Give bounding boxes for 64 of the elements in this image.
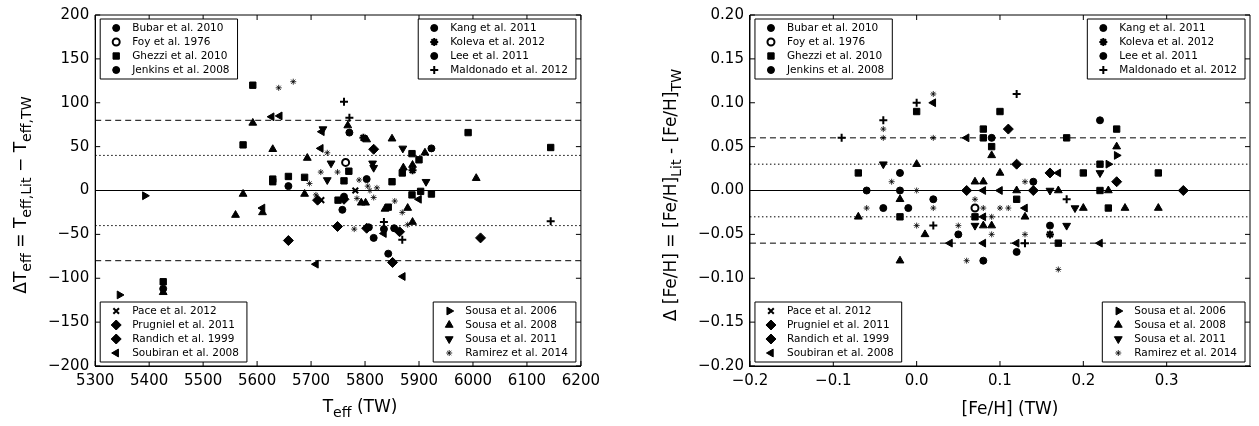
x-tick-label: 6200 [561, 370, 601, 389]
y-tick-label: 0.10 [710, 92, 744, 111]
legend-label: Jenkins et al. 2008 [785, 62, 885, 75]
legend-label: Maldonado et al. 2012 [450, 62, 568, 75]
x-tick-label: 0.0 [904, 370, 929, 389]
y-tick-label: −150 [48, 312, 90, 331]
legend-label: Prugniel et al. 2011 [786, 317, 890, 330]
legend-label: Koleva et al. 2012 [450, 34, 546, 47]
x-tick-label: 5800 [345, 370, 385, 389]
x-tick-label: 5700 [291, 370, 331, 389]
x-tick-label: 5900 [399, 370, 439, 389]
y-tick-label: 0.20 [710, 4, 744, 23]
legend-label: Sousa et al. 2008 [1134, 317, 1226, 330]
legend-label: Kang et al. 2011 [450, 20, 537, 33]
x-tick-label: 5400 [130, 370, 169, 389]
y-tick-label: −0.05 [698, 224, 744, 243]
y-tick-label: −0.10 [698, 268, 744, 287]
legend-label: Ramirez et al. 2014 [465, 345, 569, 358]
legend-label: Foy et al. 1976 [132, 34, 211, 47]
y-tick-label: 150 [60, 48, 90, 67]
legend-label: Lee et al. 2011 [450, 48, 529, 61]
legend-label: Maldonado et al. 2012 [1119, 62, 1238, 75]
y-tick-label: 0 [79, 180, 90, 199]
legend-label: Pace et al. 2012 [786, 303, 872, 316]
legend-label: Sousa et al. 2008 [465, 317, 557, 330]
legend-label: Pace et al. 2012 [132, 303, 217, 316]
legend-label: Bubar et al. 2010 [786, 20, 879, 33]
y-tick-label: −100 [48, 268, 90, 287]
x-tick-label: −0.1 [815, 370, 852, 389]
x-tick-label: 0.3 [1154, 370, 1179, 389]
x-tick-label: 0.2 [1071, 370, 1096, 389]
x-tick-label: 6100 [507, 370, 547, 389]
x-tick-label: 5600 [238, 370, 277, 389]
legend-label: Prugniel et al. 2011 [132, 317, 235, 330]
y-tick-label: −50 [57, 224, 90, 243]
legend-label: Jenkins et al. 2008 [131, 62, 230, 75]
legend-label: Randich et al. 1999 [786, 331, 890, 344]
legend-label: Soubiran et al. 2008 [786, 345, 894, 358]
x-tick-label: 5500 [184, 370, 223, 389]
y-tick-label: 100 [60, 92, 90, 111]
legend-label: Sousa et al. 2006 [1134, 303, 1227, 316]
legend-label: Ramirez et al. 2014 [1134, 345, 1238, 358]
legend-label: Soubiran et al. 2008 [132, 345, 239, 358]
legend-label: Bubar et al. 2010 [132, 20, 224, 33]
y-tick-label: 0.05 [710, 136, 744, 155]
legend-label: Ghezzi et al. 2010 [786, 48, 883, 61]
y-tick-label: 0.15 [710, 48, 744, 67]
x-tick-label: 6000 [453, 370, 493, 389]
legend-label: Lee et al. 2011 [1119, 48, 1198, 61]
legend-label: Sousa et al. 2011 [1134, 331, 1226, 344]
x-axis-title: [Fe/H] (TW) [961, 398, 1059, 418]
legend-label: Foy et al. 1976 [786, 34, 866, 47]
legend-label: Koleva et al. 2012 [1119, 34, 1215, 47]
legend-label: Sousa et al. 2006 [465, 303, 558, 316]
x-tick-label: 0.1 [988, 370, 1012, 389]
legend-label: Kang et al. 2011 [1119, 20, 1206, 33]
y-tick-label: 0.00 [710, 180, 744, 199]
legend-label: Randich et al. 1999 [132, 331, 235, 344]
y-tick-label: −0.15 [698, 312, 744, 331]
x-axis-title: T$_{eff}$ (TW) [322, 396, 398, 420]
y-tick-label: 200 [60, 4, 90, 23]
legend-label: Ghezzi et al. 2010 [132, 48, 228, 61]
y-tick-label: 50 [70, 136, 90, 155]
legend-label: Sousa et al. 2011 [465, 331, 557, 344]
